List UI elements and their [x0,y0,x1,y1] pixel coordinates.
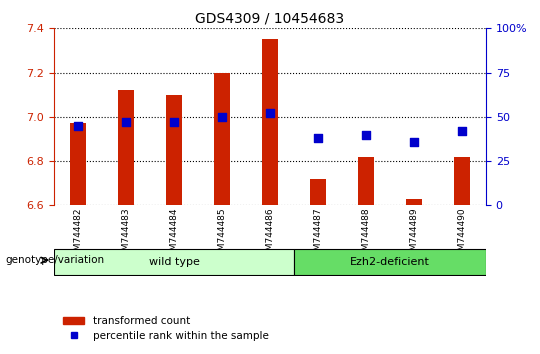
Bar [406,199,422,205]
Bar [309,179,326,205]
Title: GDS4309 / 10454683: GDS4309 / 10454683 [195,12,345,26]
Bar [294,249,486,275]
Bar [54,249,294,275]
Text: GSM744486: GSM744486 [266,207,274,262]
Text: genotype/variation: genotype/variation [5,255,105,265]
Text: GSM744488: GSM744488 [361,207,370,262]
Bar [214,73,231,205]
Point [410,139,418,144]
Point [170,119,178,125]
Text: Ezh2-deficient: Ezh2-deficient [350,257,430,267]
Point [73,123,82,129]
Point [218,114,226,120]
Point [266,110,274,116]
Bar [166,95,183,205]
Text: GSM744490: GSM744490 [457,207,467,262]
Text: GSM744487: GSM744487 [314,207,322,262]
Bar [70,124,86,205]
Text: GSM744484: GSM744484 [170,207,179,262]
Text: GSM744483: GSM744483 [122,207,131,262]
Bar [261,39,279,205]
Bar [118,90,134,205]
Legend: transformed count, percentile rank within the sample: transformed count, percentile rank withi… [59,312,273,345]
Point [122,119,130,125]
Text: GSM744489: GSM744489 [409,207,418,262]
Bar [454,156,470,205]
Point [458,128,467,134]
Point [314,135,322,141]
Point [362,132,370,137]
Text: wild type: wild type [148,257,199,267]
Bar [357,156,374,205]
Text: GSM744482: GSM744482 [73,207,83,262]
Text: GSM744485: GSM744485 [218,207,226,262]
